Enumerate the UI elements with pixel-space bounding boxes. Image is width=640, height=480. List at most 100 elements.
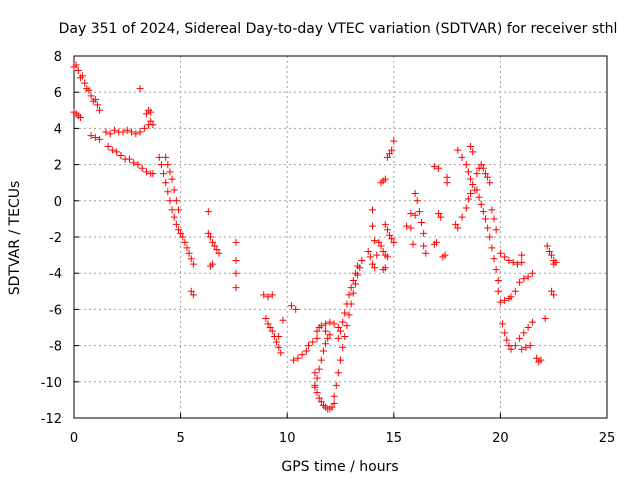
data-point [147,108,155,116]
data-point [183,244,191,252]
data-point [334,324,342,331]
data-point [322,320,330,328]
data-point [420,242,428,250]
data-point [93,101,101,109]
data-point [488,206,496,214]
y-tick-label: 0 [54,195,62,210]
series-trace-n [287,302,300,313]
series-trace-i [187,287,197,299]
data-point [174,226,182,234]
data-point [330,400,338,408]
data-point [130,159,138,167]
series-trace-aa [403,222,417,248]
data-point [548,251,556,259]
data-point [209,238,217,246]
y-axis: -12 -10 -8 -6 -4 -2 0 2 4 6 8 [41,50,79,427]
data-point [260,291,268,299]
series-trace-aq [518,342,534,353]
data-point [486,233,494,241]
grid-lines [74,56,607,418]
data-point [528,318,536,326]
y-tick-label: -12 [41,412,62,427]
data-point [275,343,283,351]
data-point [334,334,342,342]
data-point [337,327,344,335]
data-point [72,61,80,69]
series-trace-x [375,238,391,274]
data-point [349,276,357,284]
series-trace-q [311,369,338,413]
series-trace-r [311,331,334,391]
data-point [443,179,451,187]
data-point [166,168,174,176]
data-point [181,238,189,246]
data-point [484,224,492,232]
data-point [422,249,430,257]
y-tick-label: 8 [54,50,62,65]
data-point [518,345,526,353]
data-point [364,247,372,255]
data-point [128,128,136,136]
data-point [326,318,334,326]
data-point [168,175,176,183]
data-point [232,284,240,292]
y-tick-label: -4 [49,267,62,282]
data-point [516,278,524,286]
data-point [298,351,306,359]
y-tick-label: 2 [54,159,62,174]
data-point [484,173,492,181]
series-trace-as [541,314,549,322]
data-point [548,287,556,295]
data-point [375,238,383,246]
data-point [368,260,376,268]
x-tick-label: 5 [176,431,184,446]
data-point [294,354,302,362]
data-point [388,146,396,154]
data-point [509,258,517,266]
series-trace-d [102,106,157,138]
data-point [458,213,466,221]
data-point [264,320,272,328]
data-point [386,150,394,158]
series-trace-ab [411,190,430,257]
data-point [345,311,353,319]
series-trace-at [543,242,560,268]
data-point [179,233,187,241]
data-point [383,226,391,234]
series-trace-t [334,262,362,342]
data-point [351,280,359,288]
series-trace-m [262,314,287,357]
data-point [533,354,541,362]
data-point [524,324,532,331]
data-point [545,247,553,255]
data-point [479,208,487,216]
series-trace-ae [430,162,443,172]
data-point [91,133,99,141]
x-tick-label: 0 [70,431,78,446]
data-point [458,153,466,161]
data-point [319,347,327,355]
data-point [164,161,172,169]
data-point [136,128,144,136]
data-point [290,356,298,364]
data-point [358,257,366,265]
data-point [108,146,116,154]
data-point [125,155,133,163]
data-point [475,193,483,201]
data-point [170,186,178,194]
y-tick-label: 6 [54,86,62,101]
data-point [149,121,157,129]
y-tick-label: -8 [49,340,62,355]
data-point [520,329,528,337]
x-tick-label: 20 [492,431,509,446]
data-point [441,251,449,259]
data-point [328,403,336,411]
data-point [403,222,411,230]
data-point [204,229,212,237]
data-point [437,213,445,221]
series-trace-y [381,220,398,246]
x-tick-label: 25 [599,431,616,446]
data-point [213,246,221,254]
data-point [518,251,526,259]
series-trace-e [104,143,157,178]
